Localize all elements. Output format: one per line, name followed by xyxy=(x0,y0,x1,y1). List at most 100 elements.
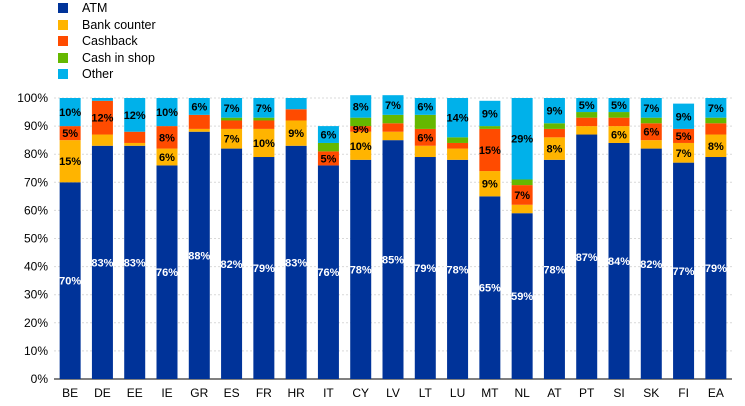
bar-segment xyxy=(221,98,243,118)
bar-segment xyxy=(640,98,662,118)
bar-segment xyxy=(640,140,662,149)
data-label: 83% xyxy=(124,257,146,269)
bar-segment xyxy=(91,98,113,101)
x-tick-label: BE xyxy=(62,386,78,400)
data-label: 59% xyxy=(511,291,533,303)
bar-segment xyxy=(511,204,533,214)
data-label: 12% xyxy=(124,110,146,122)
legend-swatch xyxy=(58,19,68,30)
bar-segment xyxy=(414,128,436,146)
bar-segment xyxy=(350,117,372,127)
data-label: 5% xyxy=(579,100,595,112)
legend-item: Cash in shop xyxy=(58,50,156,67)
data-label: 7% xyxy=(708,103,724,115)
bar-segment xyxy=(705,157,727,379)
data-label: 82% xyxy=(221,259,243,271)
data-label: 9% xyxy=(288,128,304,140)
data-label: 9% xyxy=(482,179,498,191)
y-tick-label: 0% xyxy=(31,372,49,386)
legend-label: Cashback xyxy=(82,34,138,49)
data-label: 10% xyxy=(156,107,178,119)
data-label: 5% xyxy=(320,153,336,165)
bar-segment xyxy=(479,128,501,172)
y-tick-label: 60% xyxy=(24,203,48,217)
bar-segment xyxy=(317,165,339,379)
bar-segment xyxy=(414,114,436,129)
bar-segment xyxy=(447,142,469,149)
data-label: 6% xyxy=(611,130,627,142)
data-label: 7% xyxy=(514,190,530,202)
legend-label: ATM xyxy=(82,1,108,16)
bar-segment xyxy=(640,123,662,141)
data-label: 7% xyxy=(224,103,240,115)
bar-segment xyxy=(317,126,339,143)
bar-segment xyxy=(156,165,178,379)
x-tick-label: FI xyxy=(678,386,689,400)
y-tick-label: 70% xyxy=(24,175,48,189)
bar-segment xyxy=(188,131,210,379)
bar-segment xyxy=(188,128,210,132)
bar-segment xyxy=(608,98,630,113)
bar-segment xyxy=(253,98,275,118)
bar-segment xyxy=(673,103,695,129)
bar-segment xyxy=(705,98,727,118)
data-label: 76% xyxy=(317,267,339,279)
bar-segment xyxy=(479,100,501,127)
bar-segment xyxy=(221,120,243,129)
x-tick-label: LV xyxy=(386,386,400,400)
data-label: 10% xyxy=(253,138,275,150)
data-label: 9% xyxy=(676,111,692,123)
bar-segment xyxy=(59,126,81,141)
bar-segment xyxy=(608,112,630,118)
bar-segment xyxy=(59,140,81,183)
x-tick-label: FR xyxy=(256,386,272,400)
bar-segment xyxy=(447,159,469,379)
bar-segment xyxy=(91,145,113,379)
bar-segment xyxy=(124,98,146,132)
bar-segment xyxy=(576,112,598,118)
legend-swatch xyxy=(58,52,68,63)
bar-segment xyxy=(285,120,307,146)
bar-segment xyxy=(382,131,404,141)
data-label: 9% xyxy=(546,106,562,118)
legend-item: Other xyxy=(58,66,156,83)
legend-label: Other xyxy=(82,67,114,82)
bar-segment xyxy=(576,98,598,113)
bar-segment xyxy=(640,117,662,124)
bar-segment xyxy=(576,126,598,135)
bar-segment xyxy=(543,128,565,138)
x-tick-label: GR xyxy=(190,386,208,400)
x-tick-label: PT xyxy=(579,386,595,400)
bar-segment xyxy=(673,128,695,143)
legend-swatch xyxy=(58,3,68,14)
bar-segment xyxy=(350,131,372,160)
data-label: 5% xyxy=(676,131,692,143)
bar-segment xyxy=(543,159,565,379)
data-label: 14% xyxy=(447,113,469,125)
legend-item: Bank counter xyxy=(58,17,156,34)
bar-segment xyxy=(221,128,243,149)
x-tick-label: SK xyxy=(643,386,659,400)
data-label: 5% xyxy=(611,100,627,112)
bar-segment xyxy=(576,117,598,127)
data-label: 6% xyxy=(191,101,207,113)
data-label: 8% xyxy=(159,132,175,144)
bar-segment xyxy=(479,126,501,129)
data-label: 10% xyxy=(59,107,81,119)
y-tick-label: 90% xyxy=(24,119,48,133)
data-label: 85% xyxy=(382,255,404,267)
bar-segment xyxy=(447,148,469,160)
data-label: 76% xyxy=(156,267,178,279)
bar-segment xyxy=(124,142,146,146)
bar-segment xyxy=(91,100,113,135)
y-tick-label: 50% xyxy=(24,232,48,246)
x-tick-label: LT xyxy=(419,386,433,400)
y-tick-label: 20% xyxy=(24,316,48,330)
data-label: 6% xyxy=(643,127,659,139)
bar-segment xyxy=(285,109,307,121)
bar-segment xyxy=(59,98,81,127)
data-label: 10% xyxy=(350,141,372,153)
bar-segment xyxy=(382,114,404,124)
data-label: 79% xyxy=(253,263,275,275)
